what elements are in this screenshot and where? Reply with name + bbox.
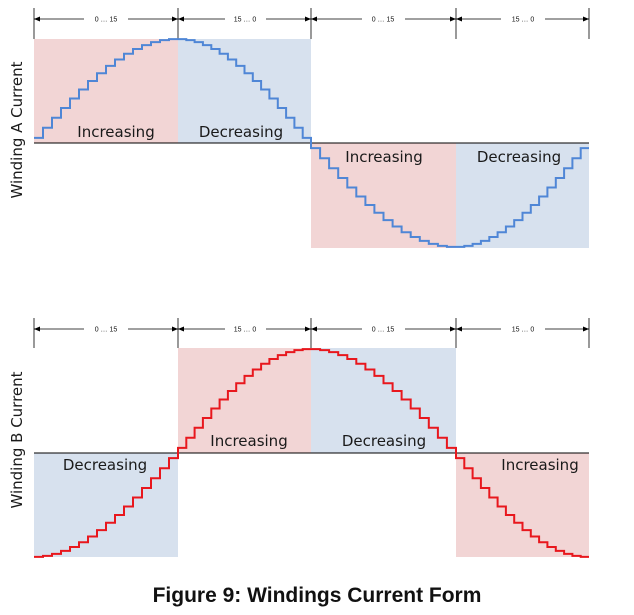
winding-b-region-fill-4 [456,453,589,557]
winding-b-waveform [34,348,589,558]
winding-a-region-label-2: Decreasing [199,123,283,141]
winding-b-marker-label-2: 15 … 0 [234,327,257,334]
winding-b-axis-title: Winding B Current [8,371,26,508]
windings-diagram: 0 … 15 15 … 0 0 … 15 15 … 0 Increasing D… [8,8,590,558]
winding-a-panel: 0 … 15 15 … 0 0 … 15 15 … 0 Increasing D… [8,8,590,248]
winding-a-segment-markers [33,8,590,39]
winding-b-region-label-1: Decreasing [63,456,147,474]
winding-a-marker-label-2: 15 … 0 [234,17,257,24]
winding-b-panel: 0 … 15 15 … 0 0 … 15 15 … 0 Decreasing I… [8,318,590,558]
winding-a-region-label-1: Increasing [77,123,154,141]
winding-b-region-fill-3 [311,348,456,453]
winding-a-region-fill-4 [456,143,589,248]
winding-a-region-fill-2 [178,39,311,143]
winding-b-marker-label-1: 0 … 15 [95,327,118,334]
winding-a-region-label-3: Increasing [345,148,422,166]
winding-b-region-label-2: Increasing [210,432,287,450]
winding-a-marker-label-3: 0 … 15 [372,17,395,24]
winding-a-marker-arrows [34,16,589,22]
winding-a-region-label-4: Decreasing [477,148,561,166]
winding-b-region-label-3: Decreasing [342,432,426,450]
winding-a-marker-label-4: 15 … 0 [512,17,535,24]
winding-a-axis-title: Winding A Current [8,61,26,198]
winding-b-region-label-4: Increasing [501,456,578,474]
winding-b-marker-arrows [34,326,589,332]
winding-a-region-fill-1 [34,39,178,143]
winding-a-waveform [34,38,589,248]
winding-b-marker-label-3: 0 … 15 [372,327,395,334]
winding-a-region-fill-3 [311,143,456,248]
winding-a-marker-label-1: 0 … 15 [95,17,118,24]
winding-b-segment-markers [33,318,590,348]
winding-b-marker-label-4: 15 … 0 [512,327,535,334]
winding-b-region-fill-2 [178,348,311,453]
winding-b-region-fill-1 [34,453,178,557]
figure-caption: Figure 9: Windings Current Form [152,584,482,607]
